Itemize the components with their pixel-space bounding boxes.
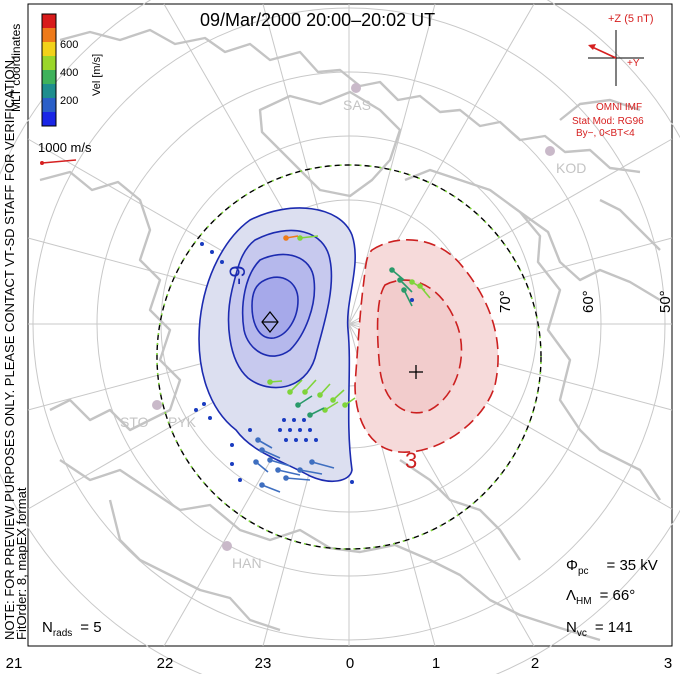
mlt-tick-22: 22 — [157, 655, 174, 672]
lat-label-50: 50° — [657, 290, 674, 313]
imf-condition: By−, 0<BT<4 — [576, 128, 635, 139]
mlt-tick-3: 3 — [664, 655, 672, 672]
scale-vector-label: 1000 m/s — [38, 140, 92, 155]
colorbar-axis-label: Vel [m/s] — [91, 54, 103, 96]
station-label-sas: SAS — [343, 97, 371, 113]
station-label-kod: KOD — [556, 160, 586, 176]
colorbar-tick-200: 200 — [60, 95, 78, 107]
station-label-pyk: PYK — [168, 414, 197, 430]
station-labels: SAS KOD STO PYK HAN — [120, 97, 586, 571]
stat-lambda-hm: ΛHM = 66° — [566, 587, 635, 607]
station-label-han: HAN — [232, 555, 262, 571]
imf-model: Stat Mod: RG96 — [572, 116, 644, 127]
colorbar-swatch — [42, 56, 56, 71]
colorbar-tick-400: 400 — [60, 67, 78, 79]
lat-label-60: 60° — [580, 290, 597, 313]
colorbar-swatch — [42, 98, 56, 113]
imf-z-label: +Z (5 nT) — [608, 13, 654, 25]
positive-contour-label: 3 — [405, 448, 417, 473]
positive-potential-cell: 3 — [354, 238, 499, 473]
fit-order-note: FitOrder: 8, mapEX format — [14, 487, 29, 640]
negative-contour-label: -9 — [225, 265, 250, 285]
mlt-axis: 21 22 23 0 1 2 3 — [6, 655, 673, 672]
velocity-vectors — [194, 235, 431, 493]
imf-source: OMNI IMF — [596, 102, 642, 113]
coords-label: MLT coordinates — [9, 24, 23, 112]
scale-vector: 1000 m/s — [38, 140, 92, 165]
stat-phi-pc: Φpc = 35 kV — [566, 557, 658, 577]
mlt-tick-0: 0 — [346, 655, 354, 672]
imf-y-label: +Y — [627, 58, 640, 69]
colorbar-swatch — [42, 42, 56, 57]
velocity-colorbar: 600 400 200 Vel [m/s] — [41, 13, 103, 127]
station-label-sto: STO — [120, 414, 149, 430]
colorbar-swatch — [42, 70, 56, 85]
lat-label-70: 70° — [497, 290, 514, 313]
fit-statistics: Φpc = 35 kV ΛHM = 66° Nvc = 141 Nrads = 5 — [42, 557, 658, 639]
negative-potential-cell: -9 — [198, 207, 356, 483]
mlt-tick-2: 2 — [531, 655, 539, 672]
plot-title: 09/Mar/2000 20:00–20:02 UT — [200, 10, 435, 30]
latitude-labels: 70° 60° 50° — [497, 290, 674, 313]
colorbar-swatch — [42, 28, 56, 43]
colorbar-tick-600: 600 — [60, 39, 78, 51]
positive-contour-inner — [376, 279, 463, 414]
boundary-vectors — [156, 164, 542, 550]
mlt-tick-23: 23 — [255, 655, 272, 672]
stat-n-rads: Nrads = 5 — [42, 619, 102, 639]
imf-clock: +Z (5 nT) +Y OMNI IMF Stat Mod: RG96 By−… — [572, 13, 654, 139]
mlt-tick-1: 1 — [432, 655, 440, 672]
preview-note: NOTE: FOR PREVIEW PURPOSES ONLY. PLEASE … — [2, 56, 17, 640]
colorbar-swatch — [42, 112, 56, 127]
stat-n-vc: Nvc = 141 — [566, 619, 633, 639]
mlt-tick-21: 21 — [6, 655, 23, 672]
colorbar-swatch — [42, 84, 56, 99]
coastlines — [39, 28, 661, 642]
negative-contour-4 — [251, 276, 299, 339]
station-markers — [152, 83, 555, 551]
colorbar-swatch — [42, 14, 56, 29]
